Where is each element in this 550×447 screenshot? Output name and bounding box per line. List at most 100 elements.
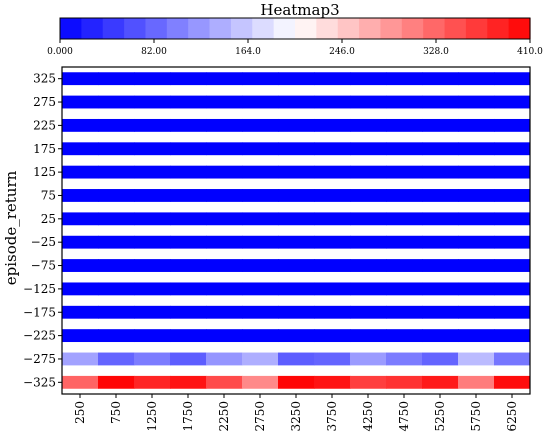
y-tick-label: 25 (41, 212, 56, 226)
heatmap-cell (170, 375, 207, 389)
heatmap-cell (242, 329, 279, 343)
y-tick-label: 275 (33, 95, 56, 109)
heatmap-cell (350, 72, 387, 86)
heatmap-cell (314, 165, 351, 179)
heatmap-cell (242, 95, 279, 109)
heatmap-cell (242, 142, 279, 156)
heatmap-cell (278, 142, 315, 156)
heatmap-cell (386, 142, 423, 156)
heatmap-cell (62, 212, 99, 226)
heatmap-cell (206, 305, 243, 319)
x-tick-label: 2750 (253, 401, 267, 432)
heatmap-cell (62, 165, 99, 179)
heatmap-cell (494, 72, 531, 86)
y-tick-label: −125 (23, 282, 56, 296)
heatmap-cell (206, 72, 243, 86)
heatmap-cell (278, 375, 315, 389)
heatmap-cell (386, 72, 423, 86)
heatmap-cell (242, 165, 279, 179)
colorbar-tick-label: 0.000 (47, 47, 73, 57)
heatmap-cell (494, 259, 531, 272)
heatmap-cell (386, 259, 423, 272)
heatmap-cell (242, 282, 279, 296)
heatmap-cell (242, 189, 279, 202)
heatmap-cell (458, 352, 495, 366)
heatmap-cell (314, 375, 351, 389)
heatmap-cell (206, 329, 243, 343)
heatmap-cell (494, 375, 531, 389)
heatmap-cell (62, 282, 99, 296)
heatmap-cell (278, 212, 315, 226)
heatmap-cell (278, 118, 315, 132)
heatmap-cell (98, 305, 135, 319)
heatmap-cell (386, 305, 423, 319)
heatmap-cells (62, 72, 531, 389)
heatmap-cell (98, 212, 135, 226)
heatmap-cell (386, 329, 423, 343)
heatmap-cell (458, 118, 495, 132)
colorbar-tick-label: 82.00 (141, 47, 167, 57)
heatmap-cell (386, 212, 423, 226)
heatmap-cell (206, 165, 243, 179)
colorbar-tick-label: 328.0 (423, 47, 449, 57)
heatmap-cell (314, 212, 351, 226)
heatmap-cell (314, 189, 351, 202)
y-tick-label: 225 (33, 118, 56, 132)
heatmap-cell (314, 142, 351, 156)
heatmap-cell (314, 352, 351, 366)
x-tick-label: 3250 (289, 401, 303, 432)
heatmap-cell (98, 189, 135, 202)
heatmap-cell (278, 95, 315, 109)
heatmap-cell (242, 375, 279, 389)
heatmap-cell (170, 142, 207, 156)
x-tick-label: 5750 (469, 401, 483, 432)
heatmap-cell (278, 165, 315, 179)
heatmap-cell (62, 189, 99, 202)
heatmap-cell (62, 375, 99, 389)
heatmap-cell (242, 305, 279, 319)
heatmap-cell (170, 118, 207, 132)
heatmap-cell (494, 95, 531, 109)
colorbar-segment (81, 18, 104, 39)
heatmap-cell (170, 305, 207, 319)
colorbar-segment (487, 18, 510, 39)
heatmap-cell (422, 189, 459, 202)
heatmap-cell (170, 165, 207, 179)
heatmap-cell (170, 189, 207, 202)
colorbar-segment (60, 18, 82, 39)
heatmap-cell (134, 165, 171, 179)
heatmap-cell (206, 375, 243, 389)
x-tick-label: 1250 (145, 401, 159, 432)
heatmap-cell (242, 352, 279, 366)
x-tick-label: 2250 (217, 401, 231, 432)
heatmap-cell (170, 259, 207, 272)
heatmap-cell (314, 95, 351, 109)
colorbar-segment (124, 18, 147, 39)
heatmap-cell (386, 375, 423, 389)
heatmap-cell (134, 259, 171, 272)
heatmap-cell (62, 352, 99, 366)
heatmap-cell (98, 142, 135, 156)
colorbar-segment (401, 18, 424, 39)
heatmap-cell (278, 259, 315, 272)
heatmap-cell (134, 329, 171, 343)
heatmap-cell (314, 235, 351, 249)
heatmap-cell (170, 212, 207, 226)
colorbar-segment (188, 18, 211, 39)
heatmap-cell (314, 282, 351, 296)
heatmap-cell (62, 235, 99, 249)
heatmap-cell (206, 142, 243, 156)
heatmap-cell (458, 165, 495, 179)
heatmap-cell (350, 305, 387, 319)
heatmap-cell (458, 282, 495, 296)
colorbar-segment (252, 18, 275, 39)
heatmap-cell (386, 189, 423, 202)
heatmap-cell (278, 72, 315, 86)
heatmap-cell (98, 165, 135, 179)
heatmap-cell (386, 352, 423, 366)
heatmap-cell (314, 259, 351, 272)
heatmap-cell (170, 95, 207, 109)
x-tick-label: 5250 (433, 401, 447, 432)
colorbar-segment (209, 18, 232, 39)
